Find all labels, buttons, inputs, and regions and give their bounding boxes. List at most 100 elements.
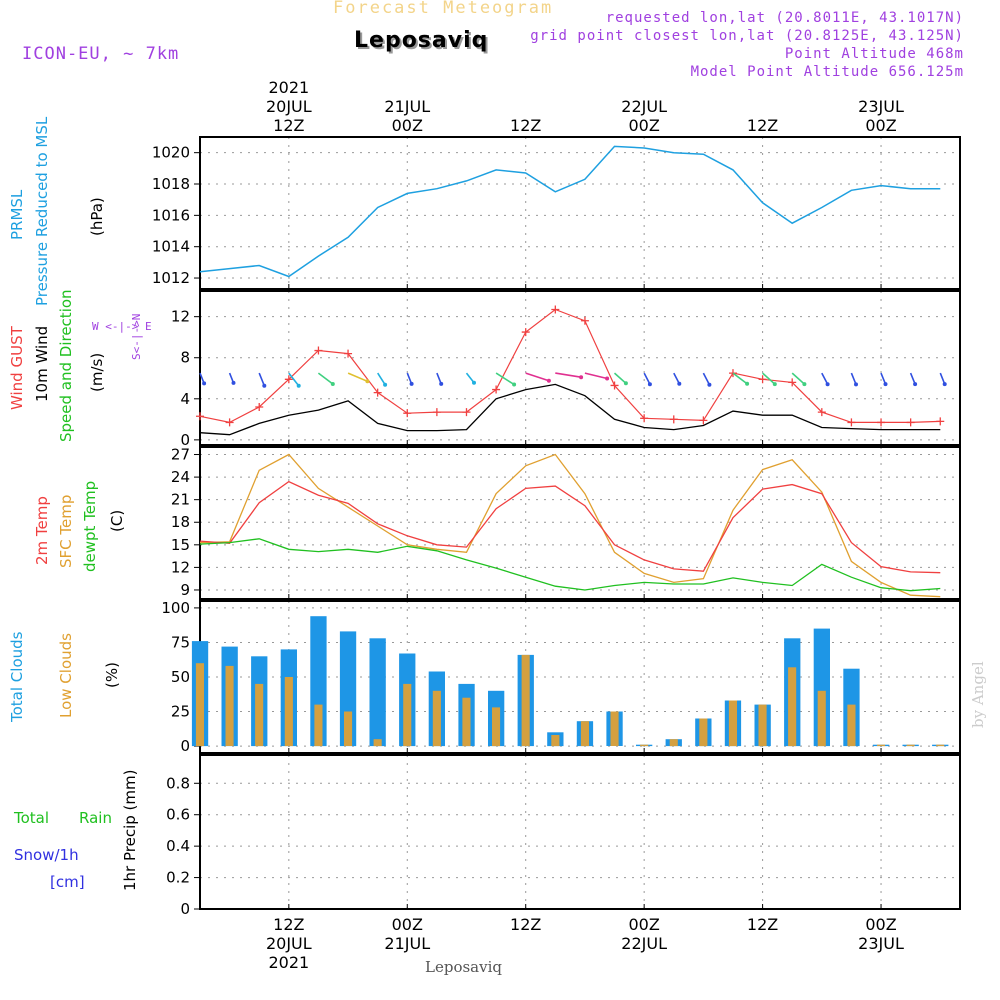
gust-line <box>199 308 941 424</box>
wind-arrow <box>702 372 711 386</box>
model-name: ICON-EU, ~ 7km <box>22 44 180 64</box>
gust-marker <box>432 408 441 417</box>
low-cloud-bar <box>699 718 708 747</box>
wind-arrow-head <box>296 383 301 388</box>
gust-marker <box>284 375 293 384</box>
wind-arrow-head <box>745 381 750 386</box>
wind-arrow <box>347 372 368 383</box>
top-time-label: 12Z <box>510 116 541 135</box>
t2m-line <box>199 480 941 574</box>
total-cloud-bar <box>310 616 327 747</box>
precip-panel: 0 0.2 0.4 0.6 0.8 <box>166 754 961 918</box>
wind-ytick-label: 4 <box>180 390 190 408</box>
top-time-label: 12Z <box>747 116 778 135</box>
low-cloud-bar <box>462 697 471 747</box>
precip-rain-label: Rain <box>79 809 112 827</box>
low-cloud-bar <box>906 744 915 747</box>
footer-location: Leposaviq <box>425 958 502 976</box>
bottom-time-label: 00Z <box>628 915 659 934</box>
clouds-ytick-label: 100 <box>161 599 190 617</box>
location-title: Leposaviq <box>354 28 489 53</box>
wind-arrow-head <box>802 382 807 387</box>
wind-ytick-label: 8 <box>180 349 190 367</box>
gust-marker <box>492 385 501 394</box>
wind-speed-line <box>199 383 941 436</box>
gust-marker <box>403 409 412 418</box>
wind-ytick-label: 0 <box>180 431 190 449</box>
low-cloud-bar <box>432 690 441 747</box>
gust-marker <box>521 328 530 337</box>
low-cloud-bar <box>373 739 382 747</box>
top-time-label: 2021 <box>268 78 309 97</box>
total-cloud-bar <box>339 631 357 747</box>
low-cloud-bar <box>640 744 649 747</box>
low-cloud-bar <box>788 667 797 747</box>
bottom-time-label: 20JUL <box>266 934 312 953</box>
bottom-time-label: 21JUL <box>384 934 430 953</box>
top-time-label: 21JUL <box>384 97 430 116</box>
gust-marker <box>847 418 856 427</box>
gust-marker <box>344 349 353 358</box>
pressure-ytick-label: 1014 <box>152 238 190 256</box>
wind-arrow <box>732 372 748 385</box>
bottom-time-label: 12Z <box>747 915 778 934</box>
gust-marker <box>877 418 886 427</box>
precip-ytick-label: 0.8 <box>166 774 190 792</box>
wind-arrow-head <box>439 381 444 386</box>
meteogram-subtitle: Forecast Meteogram <box>333 0 554 18</box>
wind-ytick-label: 12 <box>171 308 190 326</box>
wind-panel: 0 4 8 12 <box>171 290 961 449</box>
low-cloud-bar <box>669 739 678 747</box>
wind-arrow <box>377 372 386 386</box>
temperature-ytick-label: 27 <box>171 446 190 464</box>
bottom-time-label: 12Z <box>510 915 541 934</box>
clouds-ytick-label: 50 <box>171 668 190 686</box>
gust-marker <box>225 418 234 427</box>
wind-arrow-head <box>262 383 267 388</box>
wind-arrow-head <box>512 382 517 387</box>
temperature-frame <box>199 446 961 600</box>
gust-marker <box>640 414 649 423</box>
bottom-time-label: 00Z <box>392 915 423 934</box>
dewpoint-line <box>199 538 941 592</box>
bottom-time-label: 12Z <box>273 915 304 934</box>
top-time-label: 00Z <box>392 116 423 135</box>
wind-arrow <box>288 372 300 387</box>
low-cloud-bar <box>225 665 234 746</box>
wind-arrow <box>821 372 829 385</box>
low-cloud-bar <box>936 744 945 747</box>
clouds-ytick-label: 25 <box>171 703 190 721</box>
pressure-ytick-label: 1020 <box>152 144 190 162</box>
wind-arrow-head <box>825 382 830 387</box>
wind-arrow-head <box>942 382 947 387</box>
wind-arrow-head <box>231 380 236 385</box>
precip-ytick-label: 0.4 <box>166 837 190 855</box>
precip-frame <box>199 754 961 910</box>
pressure-ytick-label: 1016 <box>152 206 190 224</box>
bottom-time-label: 00Z <box>865 915 896 934</box>
top-time-label: 00Z <box>628 116 659 135</box>
low-cloud-bar <box>847 704 856 747</box>
gust-marker <box>906 418 915 427</box>
wind-arrow-head <box>365 379 370 384</box>
top-time-label: 00Z <box>865 116 896 135</box>
precip-total-label: Total <box>14 809 50 827</box>
pressure-ytick-label: 1018 <box>152 175 190 193</box>
pressure-frame <box>199 136 961 290</box>
low-cloud-bar <box>551 735 560 747</box>
gust-marker <box>373 388 382 397</box>
pressure-line <box>199 145 941 278</box>
pressure-ytick-label: 1012 <box>152 269 190 287</box>
total-cloud-bar <box>369 638 386 747</box>
wind-arrow-head <box>854 382 858 387</box>
wind-arrow <box>258 372 266 387</box>
wind-arrow-head <box>913 382 918 387</box>
low-cloud-bar <box>817 690 826 747</box>
temperature-panel: 9 12 15 18 21 24 27 <box>171 446 961 600</box>
low-cloud-bar <box>403 683 412 747</box>
low-cloud-bar <box>877 744 886 747</box>
precip-ytick-label: 0.2 <box>166 869 190 887</box>
gust-marker <box>936 417 945 426</box>
pressure-panel: 1012 1014 1016 1018 1020 <box>152 136 961 290</box>
